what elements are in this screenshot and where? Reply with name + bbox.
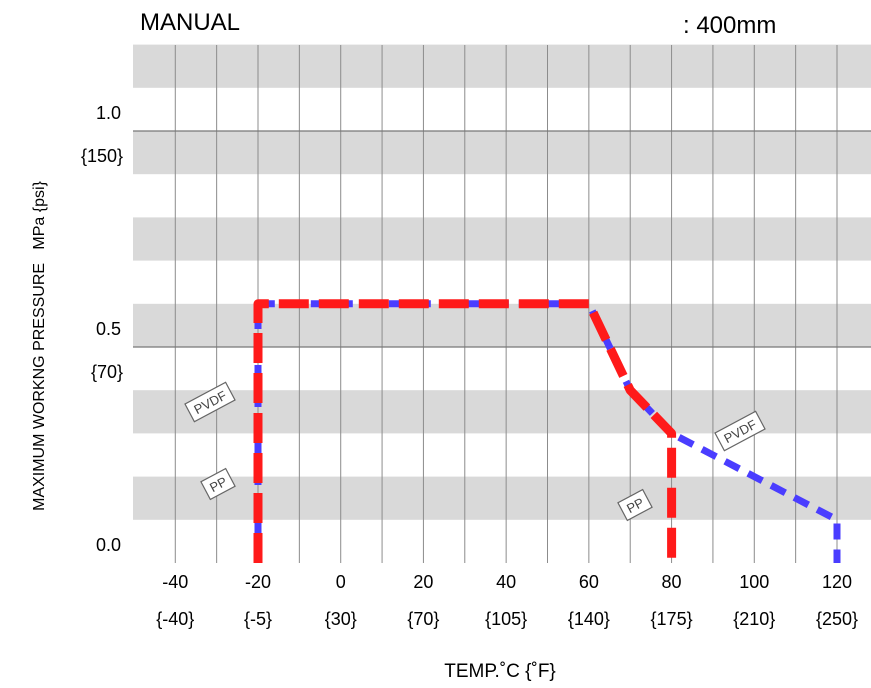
x-tick-label-alt: {70}: [407, 609, 439, 629]
annotation-tag: PP: [200, 467, 236, 501]
y-axis-label: MAXIMUM WORKNG PRESSURE MPa {psi}: [31, 180, 48, 510]
x-tick-label: 60: [579, 572, 599, 592]
x-tick-label-alt: {30}: [325, 609, 357, 629]
x-tick-label: 40: [496, 572, 516, 592]
x-tick-label: 120: [822, 572, 852, 592]
x-tick-label: 100: [739, 572, 769, 592]
x-tick-label: 20: [413, 572, 433, 592]
series-line-pp: [253, 299, 677, 563]
x-tick-label-alt: {105}: [485, 609, 527, 629]
x-tick-label-alt: {140}: [568, 609, 610, 629]
y-tick-label: 1.0: [96, 103, 121, 123]
y-tick-label-alt: {150}: [81, 146, 123, 166]
series-layer: [253, 299, 841, 563]
size-label: : 400mm: [683, 12, 776, 39]
x-tick-label: 0: [336, 572, 346, 592]
x-tick-label-alt: {250}: [816, 609, 858, 629]
y-tick-labels: 1.0 {150} 0.5 {70} 0.0: [81, 103, 123, 555]
x-axis-label: TEMP.˚C {˚F}: [444, 661, 556, 682]
background-band: [133, 131, 871, 175]
x-tick-label-alt: {-5}: [244, 609, 272, 629]
background-band: [133, 44, 871, 88]
x-tick-label-alt: {210}: [733, 609, 775, 629]
background-band: [133, 217, 871, 261]
annotation-text: PP: [624, 495, 646, 516]
x-tick-label: 80: [662, 572, 682, 592]
annotation-text: PP: [207, 474, 229, 495]
x-tick-labels: -40 {-40} -20 {-5} 0 {30} 20 {70} 40 {105} 60 {140}…: [156, 572, 858, 629]
background-band: [133, 303, 871, 347]
annotation-box: [184, 381, 236, 423]
annotation-tag: PP: [617, 488, 653, 522]
x-tick-label: -40: [162, 572, 188, 592]
x-tick-label-alt: {-40}: [156, 609, 194, 629]
y-tick-label-alt: {70}: [91, 362, 123, 382]
annotation-box: [200, 467, 236, 501]
chart-title: MANUAL: [140, 9, 240, 36]
x-tick-label-alt: {175}: [651, 609, 693, 629]
y-tick-label: 0.0: [96, 535, 121, 555]
annotation-box: [617, 488, 653, 522]
annotation-box: [714, 410, 766, 452]
y-tick-label: 0.5: [96, 319, 121, 339]
background-bands: [133, 44, 871, 520]
x-tick-label: -20: [245, 572, 271, 592]
